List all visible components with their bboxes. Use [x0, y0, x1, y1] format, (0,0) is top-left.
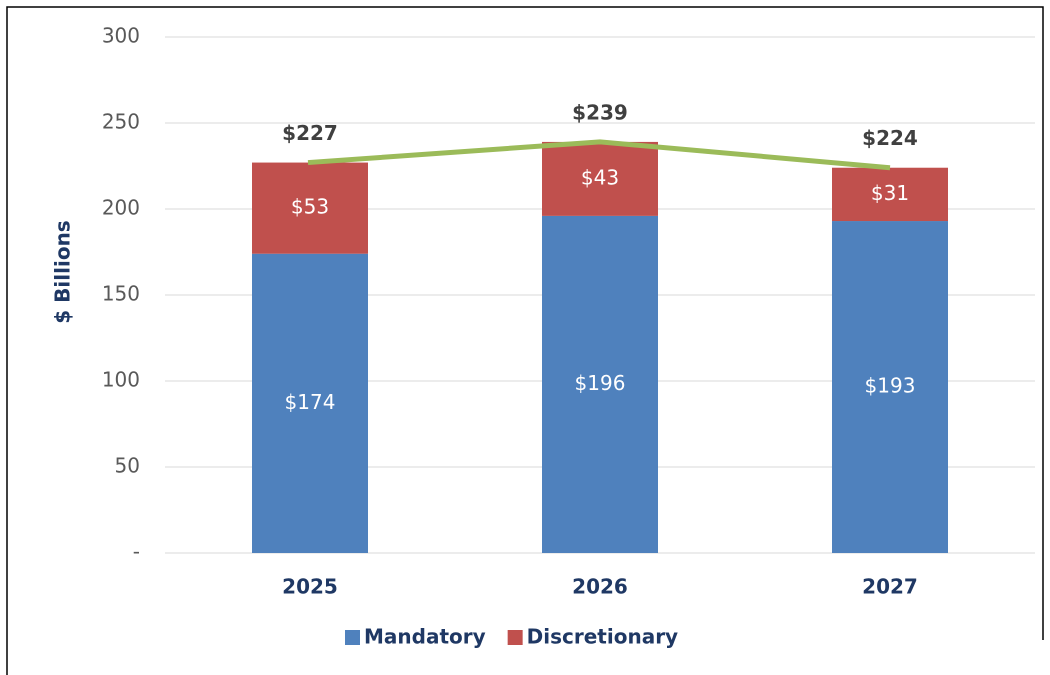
bar-segment	[252, 162, 368, 254]
x-tick-label: 2025	[282, 575, 338, 599]
total-label: $239	[572, 100, 628, 124]
x-tick-label: 2027	[862, 575, 918, 599]
data-label: $43	[581, 165, 619, 189]
total-label: $227	[282, 121, 338, 145]
frame	[6, 6, 1044, 675]
total-label: $224	[862, 126, 918, 150]
bar-segment	[832, 167, 948, 222]
y-tick-label: 50	[115, 454, 140, 478]
data-label: $193	[865, 374, 916, 398]
y-tick-label: 250	[102, 110, 140, 134]
legend-swatch	[507, 630, 523, 645]
legend-label: Mandatory	[364, 625, 486, 649]
bar-segment	[252, 253, 368, 553]
legend-swatch	[345, 630, 360, 645]
legend-label: Discretionary	[527, 625, 678, 649]
bar-segment	[542, 141, 658, 216]
y-tick-label: 100	[102, 368, 140, 392]
bar-segment	[542, 215, 658, 553]
y-axis-title: $ Billions	[51, 220, 75, 323]
y-tick-label: 200	[102, 196, 140, 220]
y-tick-label: 300	[102, 24, 140, 48]
data-label: $196	[575, 371, 626, 395]
y-tick-label: 150	[102, 282, 140, 306]
data-label: $31	[871, 181, 909, 205]
data-label: $53	[291, 195, 329, 219]
x-tick-label: 2026	[572, 575, 628, 599]
bar-segment	[832, 221, 948, 554]
y-tick-label: -	[133, 540, 140, 564]
data-label: $174	[285, 390, 336, 414]
total-line	[307, 139, 891, 171]
